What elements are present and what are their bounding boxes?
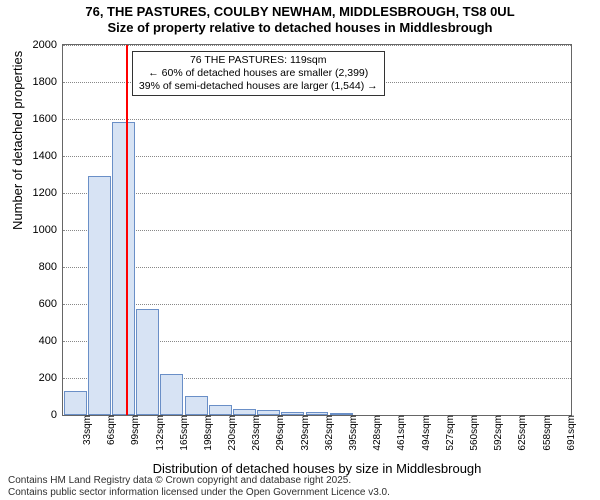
gridline <box>63 230 571 231</box>
chart-title-block: 76, THE PASTURES, COULBY NEWHAM, MIDDLES… <box>0 0 600 35</box>
gridline <box>63 304 571 305</box>
y-tick-label: 0 <box>51 409 63 421</box>
gridline <box>63 156 571 157</box>
x-tick-label: 198sqm <box>201 415 214 451</box>
callout-line1: 76 THE PASTURES: 119sqm <box>139 54 378 67</box>
histogram-bar <box>64 391 87 415</box>
y-axis-label: Number of detached properties <box>10 51 25 230</box>
y-tick-label: 200 <box>39 372 63 384</box>
x-tick-label: 560sqm <box>467 415 480 451</box>
chart-title-line2: Size of property relative to detached ho… <box>0 20 600 36</box>
chart-container: 76, THE PASTURES, COULBY NEWHAM, MIDDLES… <box>0 0 600 500</box>
x-tick-label: 33sqm <box>80 415 93 445</box>
x-tick-label: 230sqm <box>225 415 238 451</box>
x-tick-label: 527sqm <box>443 415 456 451</box>
y-tick-label: 400 <box>39 335 63 347</box>
y-tick-label: 1400 <box>33 150 63 162</box>
plot-area: Distribution of detached houses by size … <box>62 44 572 416</box>
x-tick-label: 658sqm <box>540 415 553 451</box>
x-tick-label: 625sqm <box>515 415 528 451</box>
x-tick-label: 691sqm <box>564 415 577 451</box>
x-tick-label: 263sqm <box>249 415 262 451</box>
reference-line <box>126 45 128 415</box>
footer-line2: Contains public sector information licen… <box>8 487 390 499</box>
y-tick-label: 1600 <box>33 113 63 125</box>
gridline <box>63 45 571 46</box>
callout-box: 76 THE PASTURES: 119sqm← 60% of detached… <box>132 51 385 96</box>
footer-line1: Contains HM Land Registry data © Crown c… <box>8 475 390 487</box>
y-tick-label: 1200 <box>33 187 63 199</box>
gridline <box>63 267 571 268</box>
x-tick-label: 296sqm <box>273 415 286 451</box>
x-tick-label: 66sqm <box>104 415 117 445</box>
x-tick-label: 494sqm <box>419 415 432 451</box>
x-tick-label: 461sqm <box>394 415 407 451</box>
gridline <box>63 119 571 120</box>
y-tick-label: 600 <box>39 298 63 310</box>
x-tick-label: 165sqm <box>177 415 190 451</box>
x-tick-label: 132sqm <box>153 415 166 451</box>
y-tick-label: 800 <box>39 261 63 273</box>
histogram-bar <box>185 396 208 415</box>
x-tick-label: 329sqm <box>298 415 311 451</box>
histogram-bar <box>136 309 159 415</box>
callout-line2: ← 60% of detached houses are smaller (2,… <box>139 67 378 80</box>
histogram-bar <box>209 405 232 415</box>
callout-line3: 39% of semi-detached houses are larger (… <box>139 80 378 93</box>
y-tick-label: 1800 <box>33 76 63 88</box>
gridline <box>63 193 571 194</box>
histogram-bar <box>88 176 111 415</box>
x-tick-label: 395sqm <box>346 415 359 451</box>
y-tick-label: 1000 <box>33 224 63 236</box>
y-tick-label: 2000 <box>33 39 63 51</box>
chart-title-line1: 76, THE PASTURES, COULBY NEWHAM, MIDDLES… <box>0 4 600 20</box>
x-tick-label: 362sqm <box>322 415 335 451</box>
histogram-bar <box>112 122 135 415</box>
x-tick-label: 99sqm <box>128 415 141 445</box>
histogram-bar <box>160 374 183 415</box>
x-axis-label: Distribution of detached houses by size … <box>63 461 571 476</box>
x-tick-label: 592sqm <box>491 415 504 451</box>
x-tick-label: 428sqm <box>370 415 383 451</box>
chart-footer: Contains HM Land Registry data © Crown c… <box>8 475 390 498</box>
